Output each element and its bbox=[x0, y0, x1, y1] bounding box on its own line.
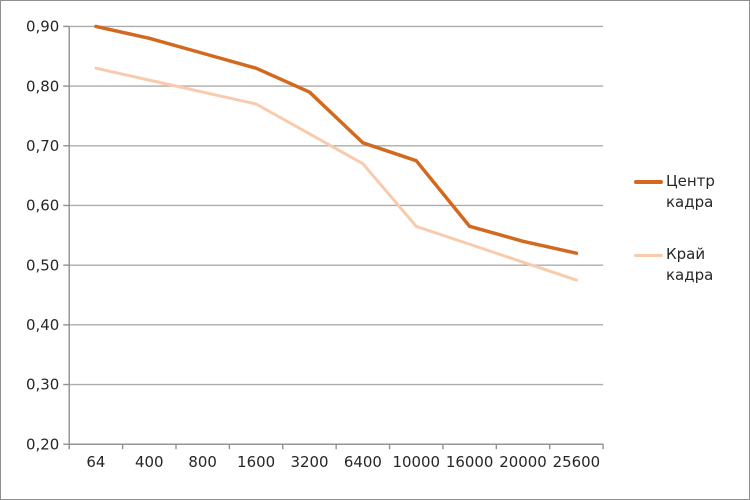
legend-label-center: Центр кадра bbox=[666, 172, 715, 211]
y-tick-label: 0,30 bbox=[26, 376, 59, 394]
series-line-0 bbox=[94, 24, 579, 255]
legend-label-edge: Край кадра bbox=[666, 245, 714, 284]
x-tick-label: 10000 bbox=[392, 453, 440, 471]
x-tick-label: 1600 bbox=[237, 453, 275, 471]
legend-line-swatch-edge bbox=[634, 254, 663, 257]
x-tick-label: 20000 bbox=[499, 453, 547, 471]
y-tick-label: 0,90 bbox=[26, 18, 59, 36]
series-line-1 bbox=[94, 66, 578, 282]
x-tick-label: 16000 bbox=[446, 453, 494, 471]
y-tick-label: 0,40 bbox=[26, 316, 59, 334]
x-tick-label: 25600 bbox=[553, 453, 601, 471]
y-tick-label: 0,20 bbox=[26, 435, 59, 453]
x-tick-label: 6400 bbox=[344, 453, 382, 471]
legend-line-swatch-center bbox=[634, 180, 663, 184]
legend-item-edge-frame: Край кадра bbox=[634, 244, 736, 286]
y-tick-label: 0,80 bbox=[26, 77, 59, 95]
legend-item-center-frame: Центр кадра bbox=[634, 171, 736, 213]
y-tick-label: 0,50 bbox=[26, 256, 59, 274]
x-tick-label: 800 bbox=[188, 453, 217, 471]
x-tick-label: 3200 bbox=[290, 453, 328, 471]
x-tick-label: 400 bbox=[135, 453, 164, 471]
y-tick-label: 0,70 bbox=[26, 137, 59, 155]
x-tick-label: 64 bbox=[86, 453, 105, 471]
y-tick-label: 0,60 bbox=[26, 197, 59, 215]
